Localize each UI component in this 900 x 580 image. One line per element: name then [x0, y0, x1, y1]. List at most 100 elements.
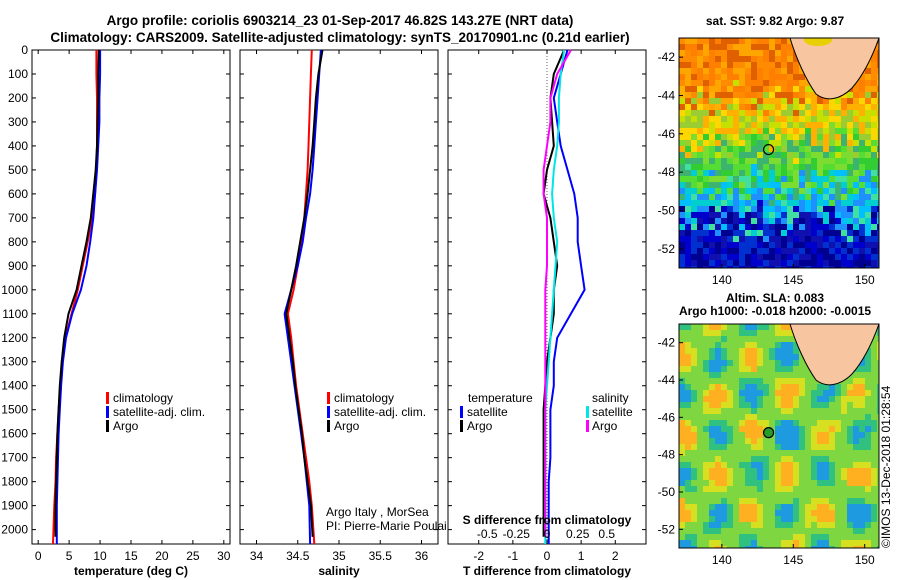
heatmap-cell — [853, 92, 859, 98]
heatmap-cell — [739, 164, 745, 170]
heatmap-cell — [835, 510, 841, 516]
heatmap-cell — [679, 218, 685, 224]
heatmap-cell — [799, 486, 805, 492]
heatmap-cell — [739, 158, 745, 164]
heatmap-cell — [817, 534, 823, 540]
heatmap-cell — [805, 224, 811, 230]
heatmap-cell — [811, 242, 817, 248]
heatmap-cell — [709, 408, 715, 414]
heatmap-cell — [745, 188, 751, 194]
heatmap-cell — [835, 450, 841, 456]
heatmap-cell — [751, 206, 757, 212]
heatmap-cell — [877, 372, 879, 378]
heatmap-cell — [721, 486, 727, 492]
heatmap-cell — [877, 194, 879, 200]
heatmap-cell — [853, 402, 859, 408]
heatmap-cell — [697, 378, 703, 384]
heatmap-cell — [865, 408, 871, 414]
heatmap-cell — [679, 62, 685, 68]
heatmap-cell — [799, 378, 805, 384]
heatmap-cell — [757, 486, 763, 492]
heatmap-cell — [703, 230, 709, 236]
heatmap-cell — [745, 438, 751, 444]
heatmap-cell — [877, 152, 879, 158]
heatmap-cell — [697, 128, 703, 134]
heatmap-cell — [793, 522, 799, 528]
heatmap-cell — [787, 62, 793, 68]
heatmap-cell — [769, 134, 775, 140]
heatmap-cell — [841, 146, 847, 152]
heatmap-cell — [877, 248, 879, 254]
heatmap-cell — [685, 68, 691, 74]
heatmap-cell — [877, 354, 879, 360]
heatmap-cell — [775, 486, 781, 492]
heatmap-cell — [703, 450, 709, 456]
heatmap-cell — [877, 390, 879, 396]
heatmap-cell — [757, 462, 763, 468]
heatmap-cell — [709, 62, 715, 68]
heatmap-cell — [739, 260, 745, 266]
heatmap-cell — [727, 498, 733, 504]
heatmap-cell — [685, 188, 691, 194]
heatmap-cell — [835, 206, 841, 212]
heatmap-cell — [757, 396, 763, 402]
heatmap-cell — [739, 354, 745, 360]
heatmap-cell — [841, 414, 847, 420]
heatmap-cell — [685, 206, 691, 212]
heatmap-cell — [721, 242, 727, 248]
heatmap-cell — [823, 116, 829, 122]
heatmap-cell — [829, 492, 835, 498]
heatmap-cell — [733, 146, 739, 152]
heatmap-cell — [823, 444, 829, 450]
heatmap-cell — [817, 408, 823, 414]
heatmap-cell — [781, 504, 787, 510]
imos-watermark: ©IMOS 13-Dec-2018 01:28:54 — [879, 385, 893, 548]
heatmap-cell — [679, 194, 685, 200]
heatmap-cell — [733, 122, 739, 128]
heatmap-cell — [679, 254, 685, 260]
heatmap-cell — [745, 342, 751, 348]
heatmap-cell — [817, 236, 823, 242]
heatmap-cell — [787, 116, 793, 122]
heatmap-cell — [745, 146, 751, 152]
heatmap-cell — [685, 324, 691, 330]
heatmap-cell — [769, 468, 775, 474]
heatmap-cell — [823, 158, 829, 164]
heatmap-cell — [763, 86, 769, 92]
sst-map-title: sat. SST: 9.82 Argo: 9.87 — [706, 14, 845, 28]
heatmap-cell — [751, 44, 757, 50]
heatmap-cell — [733, 420, 739, 426]
heatmap-cell — [787, 480, 793, 486]
heatmap-cell — [709, 50, 715, 56]
heatmap-cell — [793, 248, 799, 254]
heatmap-cell — [691, 372, 697, 378]
heatmap-cell — [811, 104, 817, 110]
heatmap-cell — [769, 218, 775, 224]
heatmap-cell — [745, 110, 751, 116]
legend-argo-label: Argo — [113, 419, 139, 433]
heatmap-cell — [793, 510, 799, 516]
heatmap-cell — [745, 116, 751, 122]
heatmap-cell — [679, 486, 685, 492]
heatmap-cell — [865, 104, 871, 110]
heatmap-cell — [811, 224, 817, 230]
heatmap-cell — [751, 540, 757, 546]
heatmap-cell — [745, 396, 751, 402]
heatmap-cell — [703, 408, 709, 414]
heatmap-cell — [703, 38, 709, 44]
heatmap-cell — [859, 110, 865, 116]
heatmap-cell — [853, 414, 859, 420]
heatmap-cell — [703, 540, 709, 546]
heatmap-cell — [757, 522, 763, 528]
heatmap-cell — [835, 134, 841, 140]
heatmap-cell — [697, 540, 703, 546]
heatmap-cell — [841, 230, 847, 236]
heatmap-cell — [853, 528, 859, 534]
heatmap-cell — [715, 534, 721, 540]
heatmap-cell — [679, 74, 685, 80]
heatmap-cell — [787, 98, 793, 104]
heatmap-cell — [853, 86, 859, 92]
heatmap-cell — [811, 266, 817, 268]
heatmap-cell — [871, 540, 877, 546]
heatmap-cell — [697, 432, 703, 438]
